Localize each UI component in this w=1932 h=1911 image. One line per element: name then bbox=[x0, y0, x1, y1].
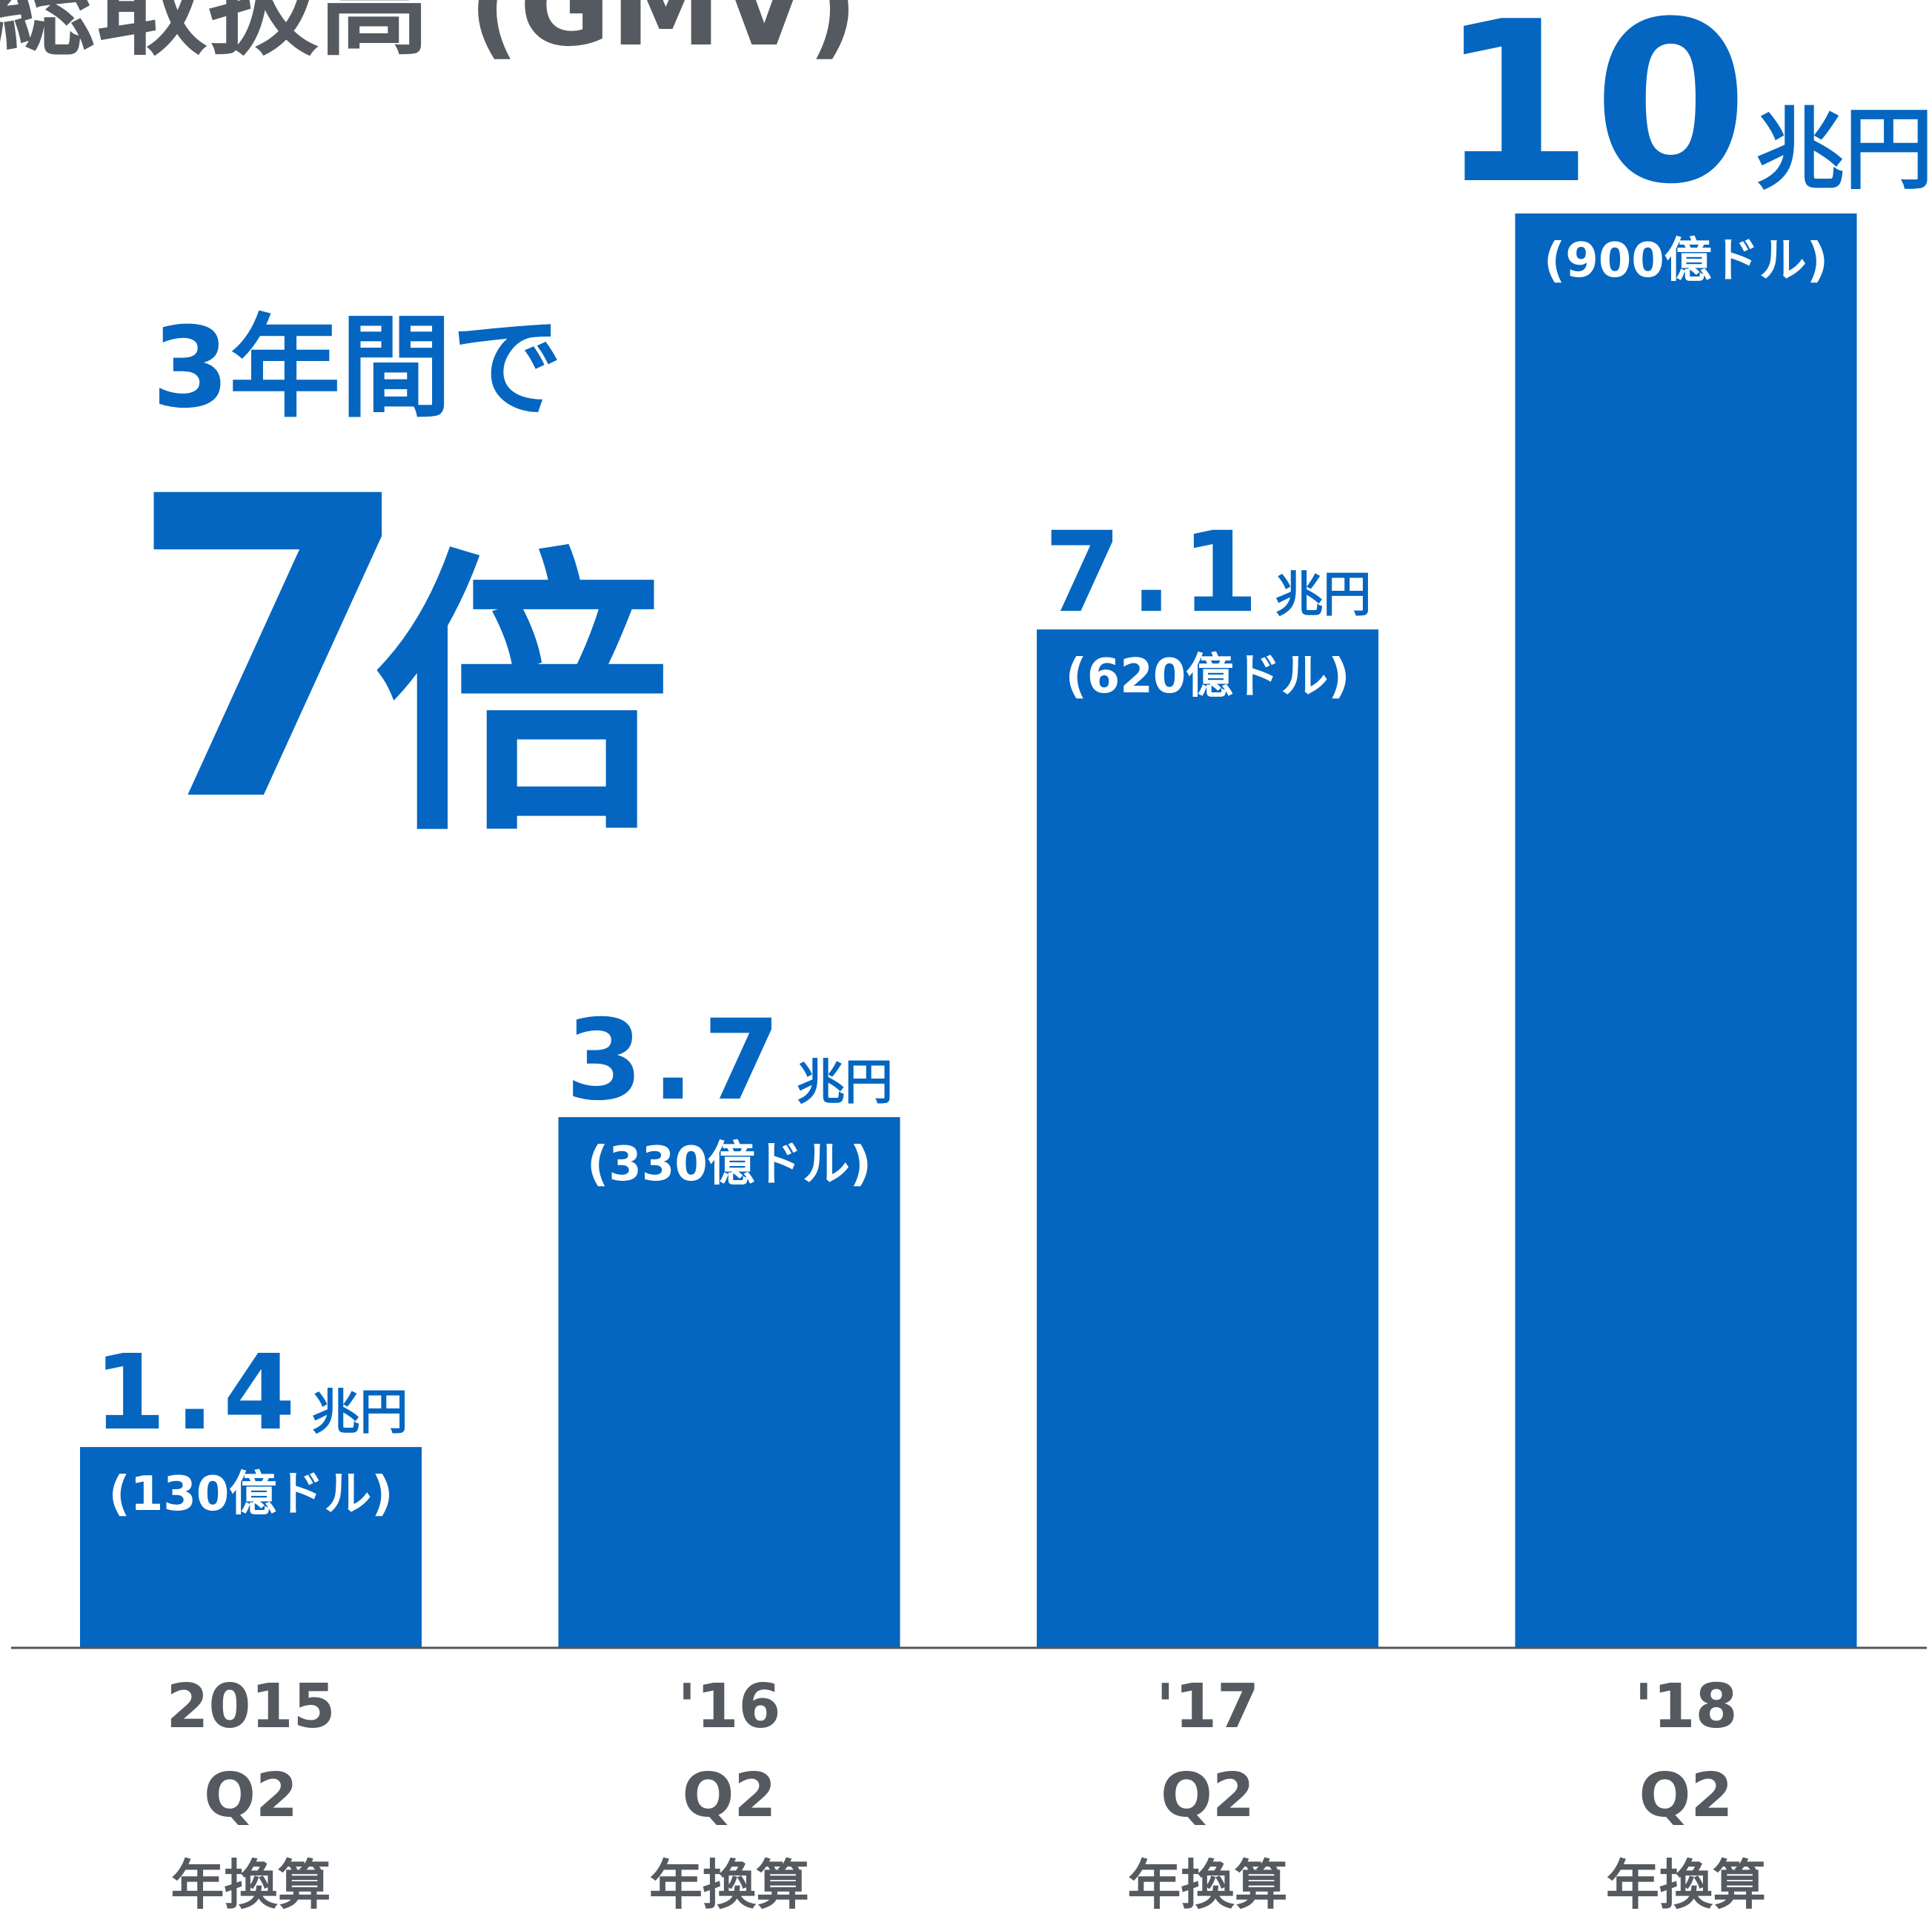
bar bbox=[558, 1117, 900, 1648]
x-tick-label: 年換算 bbox=[1127, 1854, 1287, 1911]
bar bbox=[80, 1447, 422, 1648]
x-tick-label: Q2 bbox=[683, 1761, 777, 1831]
x-tick-label: 年換算 bbox=[170, 1854, 331, 1911]
bar bbox=[1037, 629, 1378, 1648]
value-label: 3.7 兆円 bbox=[565, 996, 893, 1125]
usd-label: (620億ドル) bbox=[1065, 649, 1350, 704]
chart-title: 総取扱高 (GMV) bbox=[0, 0, 858, 71]
x-tick-label: 2015 bbox=[166, 1672, 335, 1742]
value-unit: 兆円 bbox=[1756, 99, 1932, 202]
value-number: 7.1 bbox=[1044, 509, 1268, 637]
value-label: 7.1 兆円 bbox=[1044, 509, 1372, 637]
x-tick-label: '17 bbox=[1156, 1672, 1259, 1742]
bar bbox=[1515, 213, 1857, 1648]
x-tick-label: Q2 bbox=[1639, 1761, 1733, 1831]
x-tick-label: 年換算 bbox=[1606, 1854, 1766, 1911]
usd-label: (330億ドル) bbox=[587, 1137, 872, 1192]
value-number: 3.7 bbox=[565, 996, 789, 1125]
x-tick-label: '18 bbox=[1634, 1672, 1737, 1742]
usd-label: (900億ドル) bbox=[1544, 234, 1828, 288]
usd-label: (130億ドル) bbox=[108, 1467, 393, 1522]
x-tick-label: '16 bbox=[677, 1672, 780, 1742]
annotation-number: 7 bbox=[126, 410, 415, 893]
value-number: 10 bbox=[1438, 0, 1747, 233]
value-unit: 兆円 bbox=[312, 1385, 408, 1440]
value-unit: 兆円 bbox=[797, 1055, 893, 1110]
value-label: 10兆円 bbox=[1438, 0, 1932, 233]
value-label: 1.4 兆円 bbox=[93, 1333, 408, 1454]
annotation-lead: 3年間で bbox=[152, 304, 562, 433]
x-tick-label: Q2 bbox=[1161, 1761, 1255, 1831]
x-tick-label: 年換算 bbox=[649, 1854, 809, 1911]
x-tick-label: Q2 bbox=[204, 1761, 298, 1831]
value-number: 1.4 bbox=[93, 1333, 304, 1454]
value-unit: 兆円 bbox=[1275, 567, 1371, 623]
annotation-unit: 倍 bbox=[374, 526, 671, 871]
